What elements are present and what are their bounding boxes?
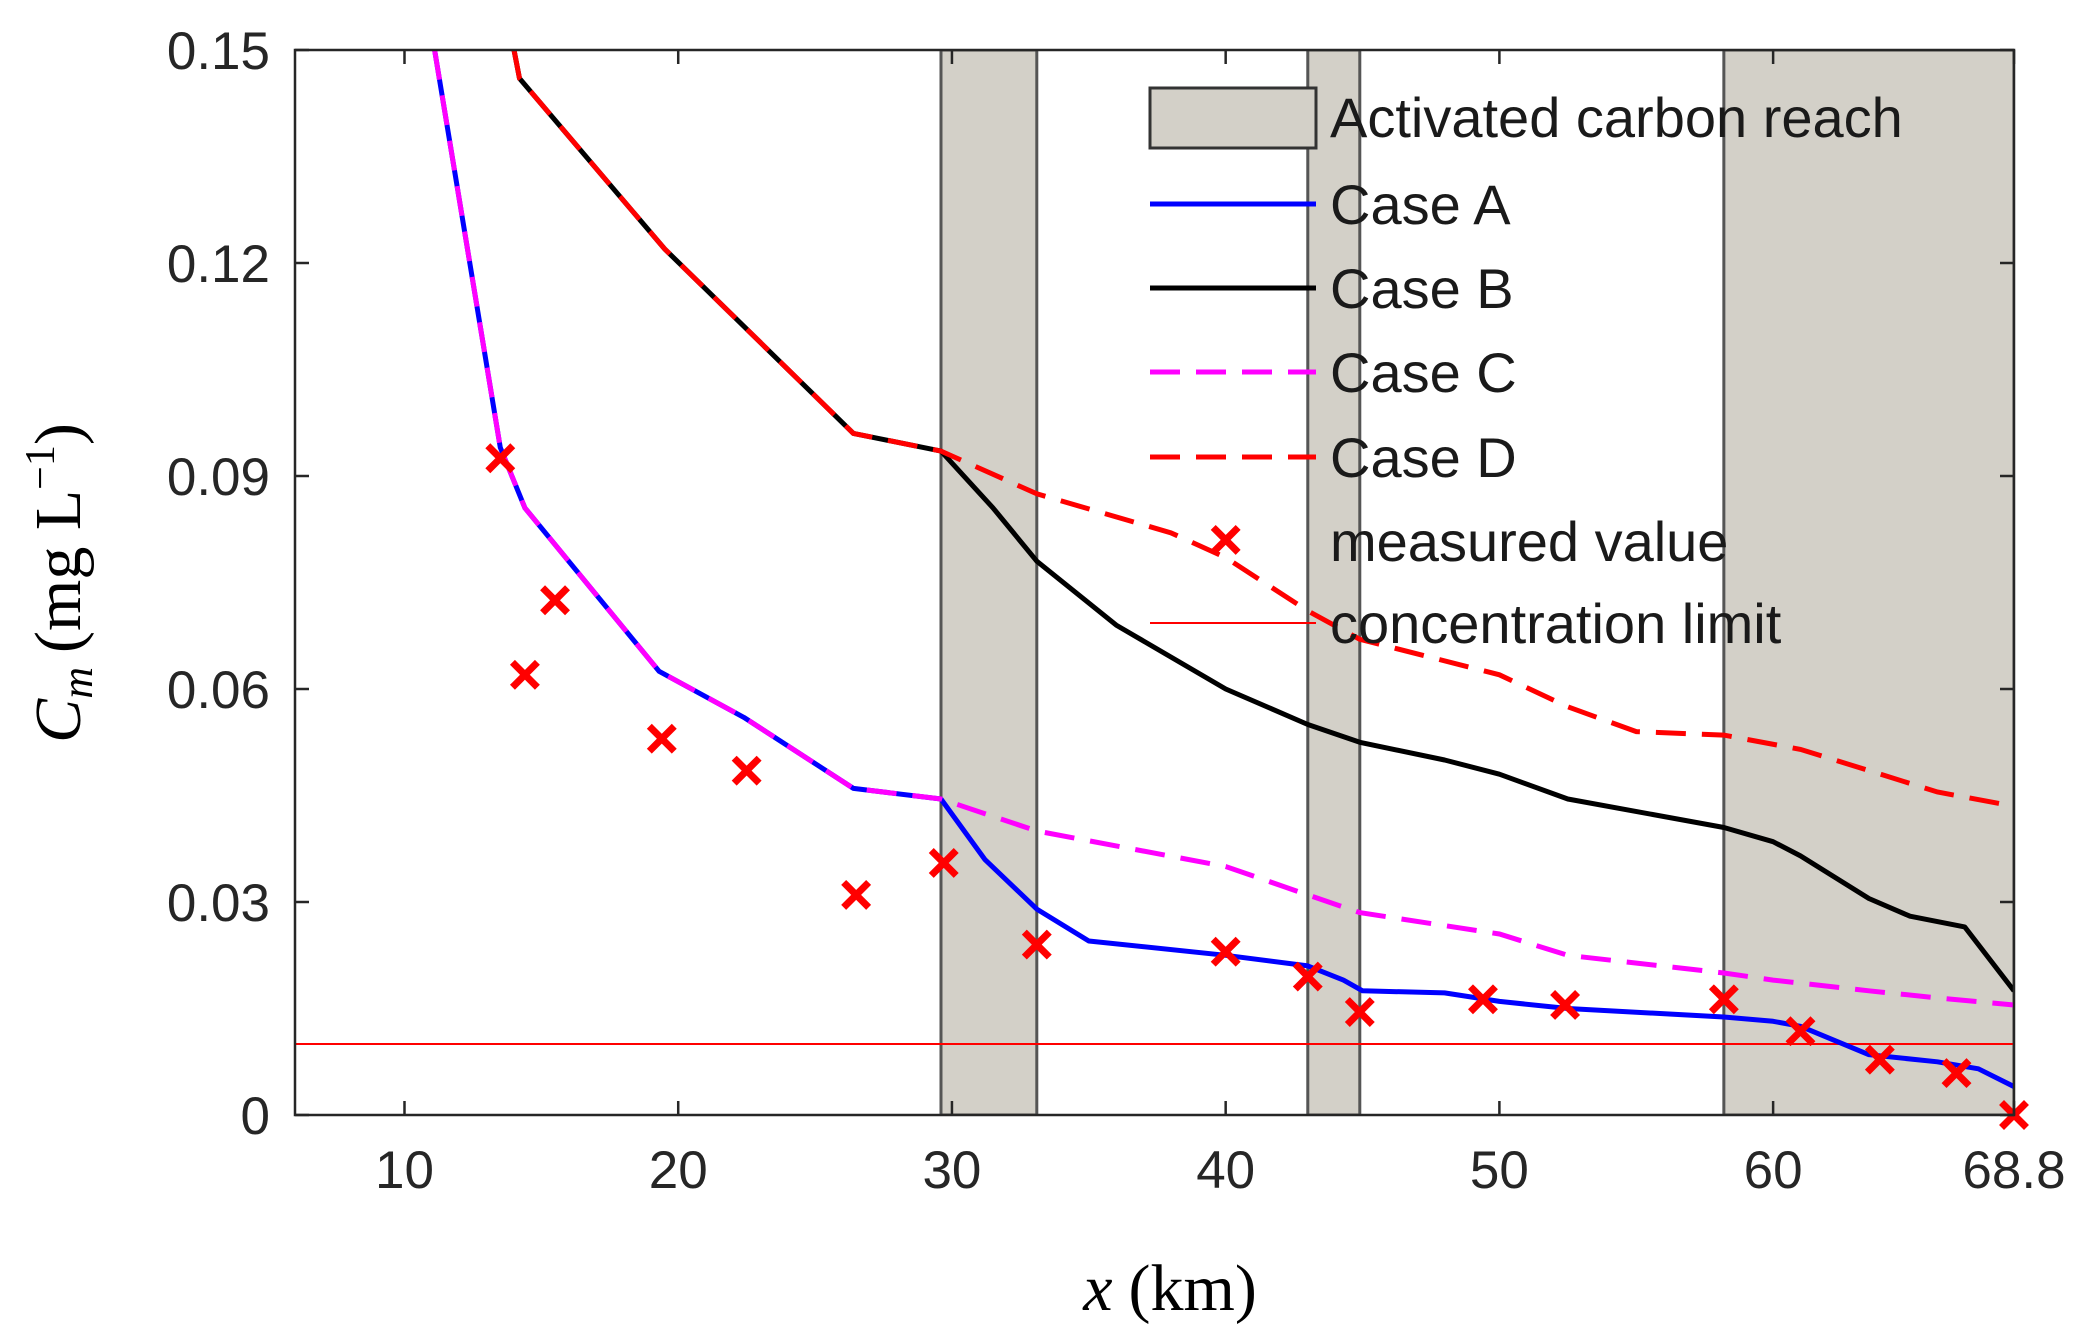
legend-swatch-patch: [1148, 86, 1318, 150]
measured-point: [1021, 929, 1052, 960]
x-tick-label: 10: [375, 1141, 434, 1200]
y-tick-label: 0.06: [167, 661, 270, 720]
legend-item: Case D: [1150, 426, 1517, 489]
measured-point: [1210, 524, 1241, 555]
x-tick-label: 40: [1196, 1141, 1255, 1200]
activated-carbon-reach-2: [1306, 50, 1362, 1115]
y-axis-ticks: 0 0.03 0.06 0.09 0.12 0.15: [167, 22, 2014, 1146]
legend-item: Case B: [1150, 257, 1514, 320]
y-axis-var: C: [22, 698, 95, 743]
y-axis-unit: (mg L: [22, 490, 95, 653]
activated-carbon-reach-1: [939, 50, 1039, 1115]
y-axis-close: ): [22, 423, 95, 445]
y-tick-label: 0.03: [167, 874, 270, 933]
y-tick-label: 0.12: [167, 235, 270, 294]
measured-point: [485, 443, 516, 474]
y-axis-sup: −1: [18, 445, 64, 490]
legend-label: Case C: [1330, 341, 1517, 404]
x-axis-ticks: 10 20 30 40 50 60 68.8: [375, 50, 2066, 1200]
series-lines: [432, 50, 2014, 1089]
measured-point: [646, 723, 677, 754]
measured-point: [841, 879, 872, 910]
legend-label: measured value: [1330, 510, 1728, 573]
legend-item: Case A: [1150, 173, 1511, 236]
measured-point: [1864, 1044, 1895, 1075]
y-tick-label: 0.15: [167, 22, 270, 81]
legend-label: Case D: [1330, 426, 1517, 489]
case-d-line: [511, 50, 2014, 809]
measured-point: [928, 848, 959, 878]
y-tick-label: 0: [241, 1087, 270, 1146]
x-tick-label: 30: [922, 1141, 981, 1200]
legend-item: concentration limit: [1150, 592, 1782, 655]
plot-frame: [293, 48, 2016, 1117]
legend-label: Activated carbon reach: [1330, 86, 1903, 149]
measured-point: [540, 585, 570, 616]
x-axis-title: x (km): [1082, 1252, 1257, 1325]
activated-carbon-reach-3: [1722, 50, 2014, 1115]
measured-point: [731, 755, 762, 786]
legend-item: Activated carbon reach: [1148, 86, 1903, 150]
x-tick-label: 68.8: [1962, 1141, 2065, 1200]
x-tick-label: 60: [1744, 1141, 1803, 1200]
x-axis-var: x: [1082, 1252, 1112, 1325]
activated-carbon-reaches: [939, 50, 2014, 1115]
legend-item: Case C: [1150, 341, 1517, 404]
measured-point: [1210, 936, 1241, 967]
x-tick-label: 50: [1470, 1141, 1529, 1200]
y-tick-label: 0.09: [167, 448, 270, 507]
measured-point: [1550, 990, 1581, 1020]
legend-label: concentration limit: [1330, 592, 1782, 655]
measured-point: [1292, 961, 1323, 992]
legend-label: Case A: [1330, 173, 1511, 236]
measured-point: [1785, 1016, 1816, 1047]
x-tick-label: 20: [649, 1141, 708, 1200]
measured-point: [1344, 997, 1375, 1027]
y-axis-title: Cm (mg L−1): [18, 423, 102, 743]
measured-point: [1708, 984, 1739, 1015]
measured-point: [1941, 1058, 1972, 1089]
x-axis-unit: (km): [1129, 1252, 1257, 1325]
y-axis-sub: m: [53, 667, 102, 699]
case-b-line: [511, 50, 2014, 993]
measured-point: [1468, 984, 1498, 1015]
measured-point: [509, 659, 540, 690]
legend-label: Case B: [1330, 257, 1514, 320]
legend-item: measured value: [1330, 510, 1728, 573]
case-c-line: [432, 50, 2014, 1008]
legend: Activated carbon reach Case A Case B Case C…: [1148, 86, 1903, 655]
measured-markers: [485, 443, 2029, 1130]
